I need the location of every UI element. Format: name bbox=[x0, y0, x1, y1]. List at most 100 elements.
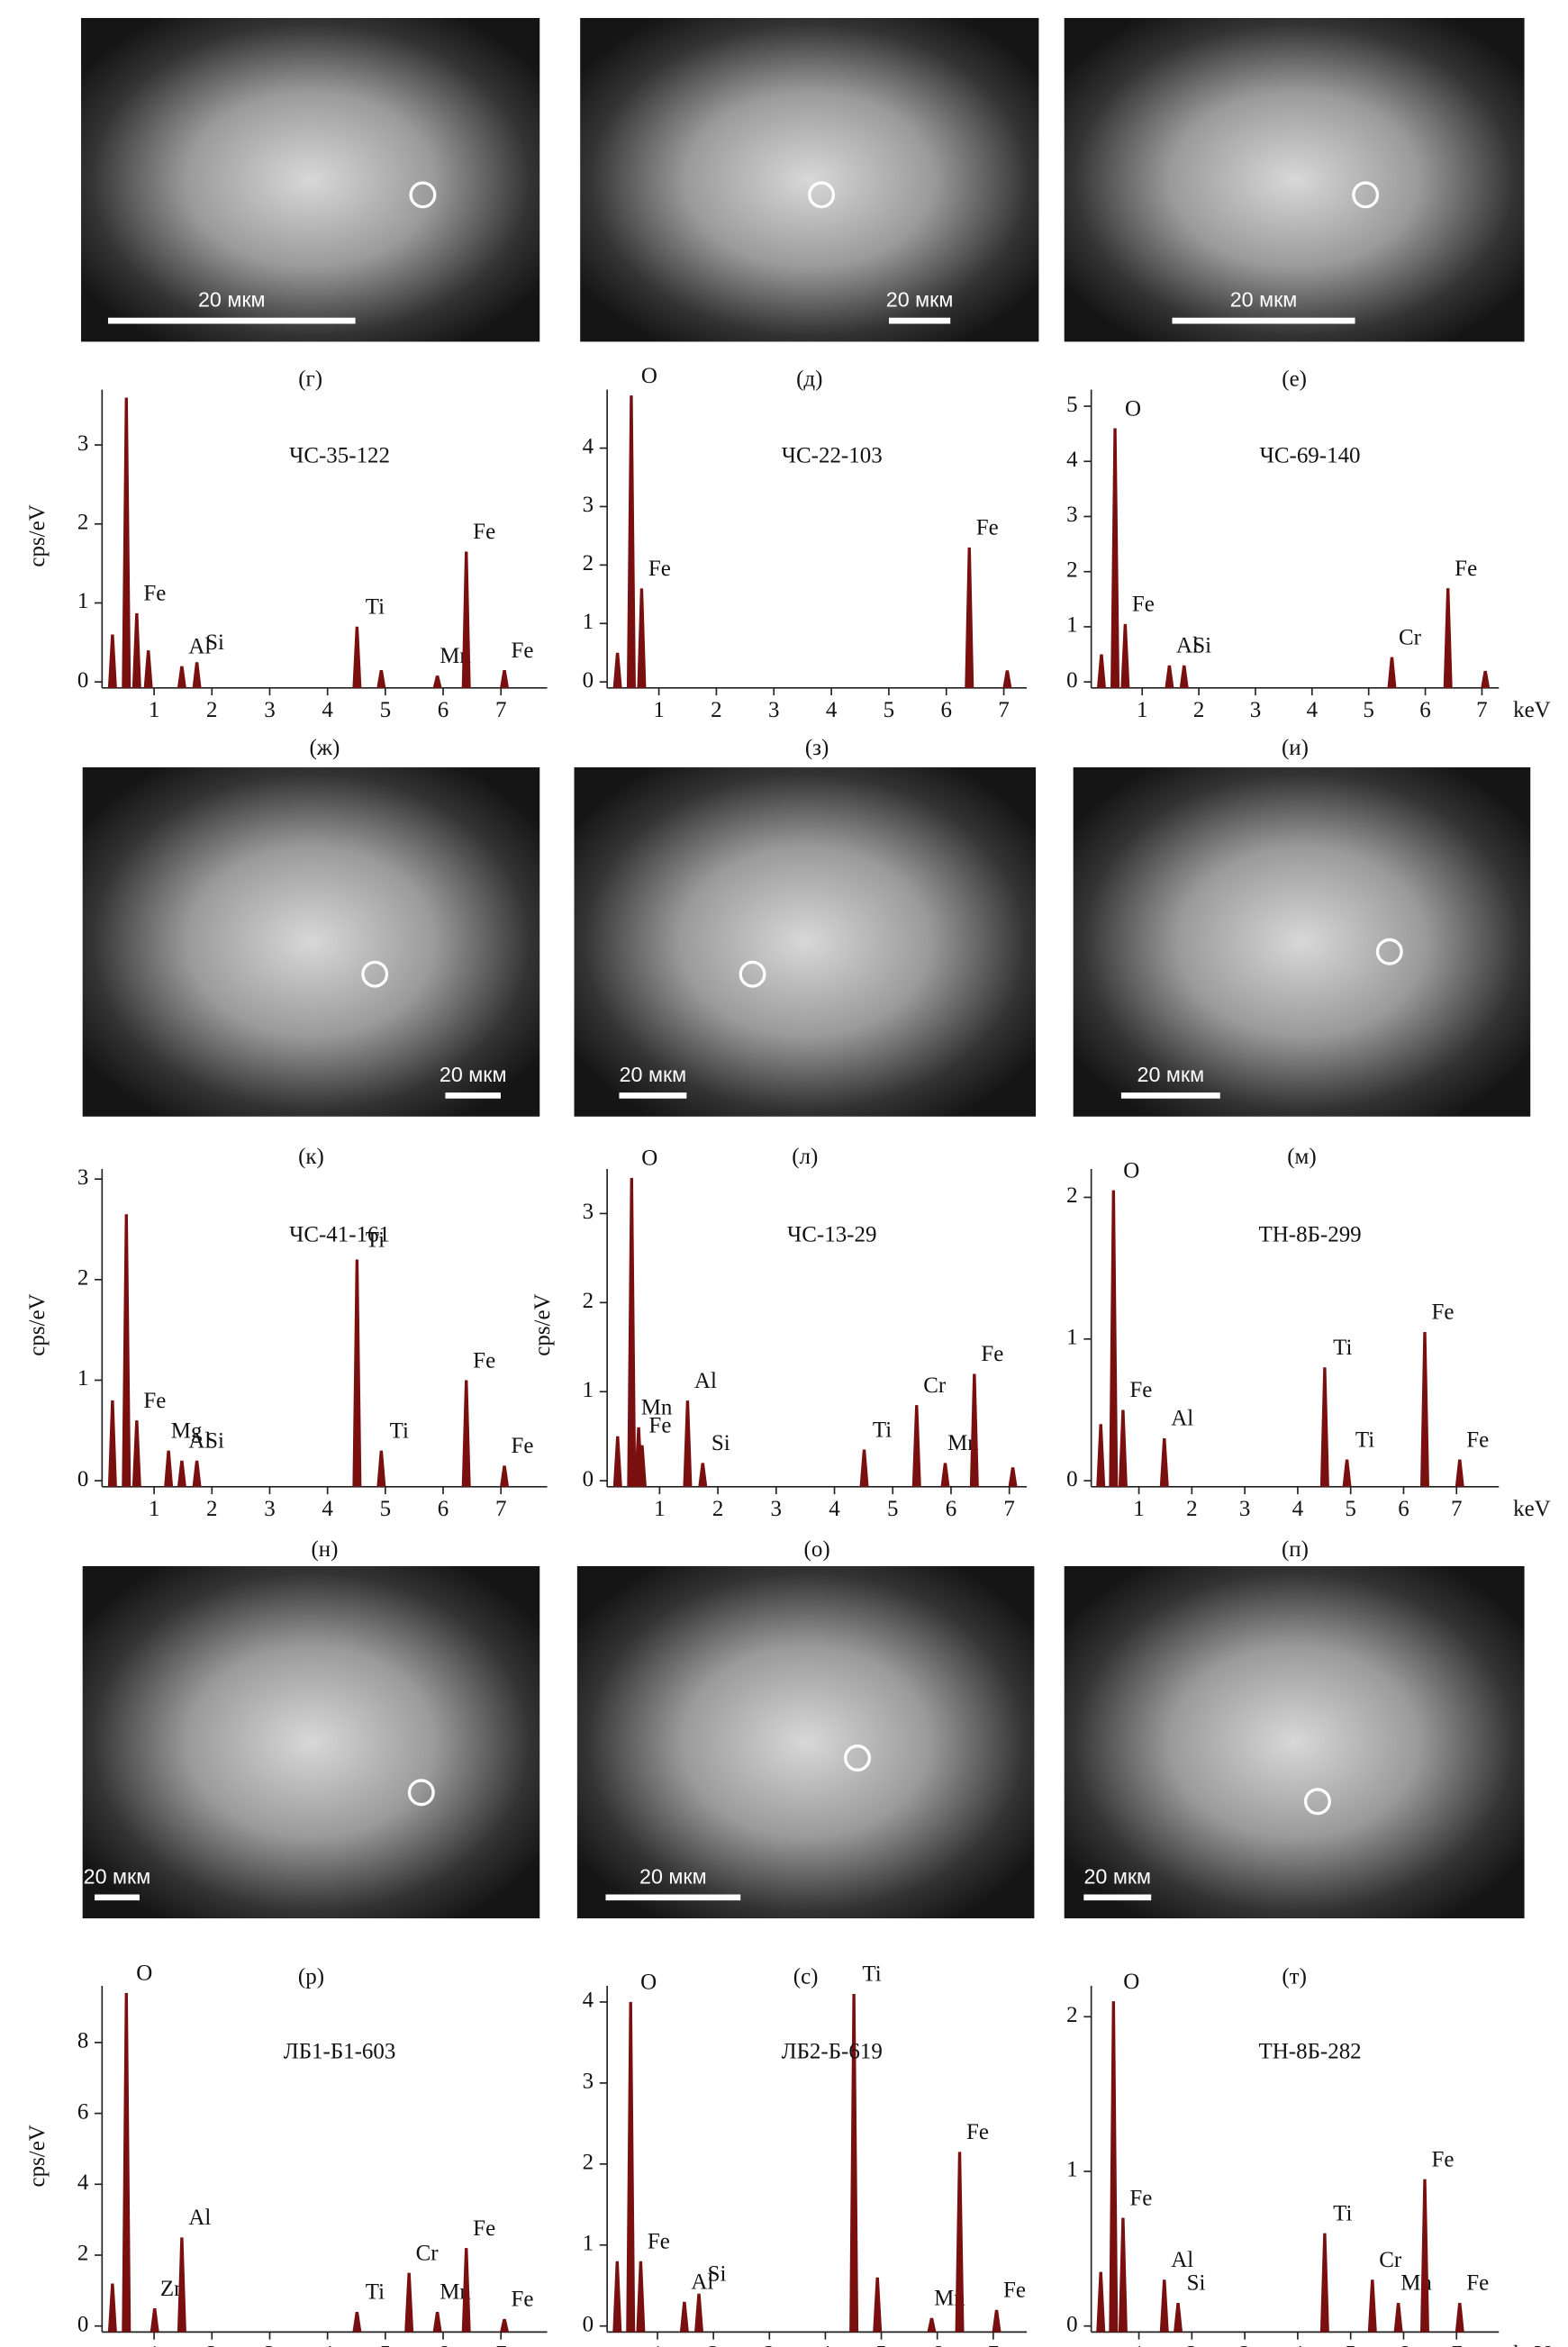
peak bbox=[1319, 1367, 1329, 1487]
x-axis-label: keV bbox=[1513, 1497, 1551, 1521]
chart-title: ЧС-13-29 bbox=[787, 1223, 876, 1247]
y-tick-label: 1 bbox=[77, 589, 88, 613]
x-tick-label: 1 bbox=[149, 698, 159, 722]
x-tick-label: 1 bbox=[149, 1497, 159, 1521]
panel-label: (о) bbox=[804, 1537, 830, 1562]
y-tick-label: 4 bbox=[583, 1989, 594, 2013]
peak-label: Fe bbox=[512, 2288, 534, 2312]
peak-label: Cr bbox=[1399, 625, 1422, 649]
x-tick-label: 5 bbox=[875, 2342, 886, 2347]
panel-label: (д) bbox=[796, 367, 822, 391]
peak-label: Si bbox=[205, 630, 224, 655]
probe-circle bbox=[844, 1744, 872, 1772]
x-tick-label: 2 bbox=[206, 2342, 217, 2347]
peak bbox=[1096, 654, 1106, 688]
x-tick-label: 5 bbox=[887, 1497, 898, 1521]
scale-label: 20 мкм bbox=[198, 288, 266, 312]
x-tick-label: 7 bbox=[1003, 1497, 1014, 1521]
y-tick-label: 1 bbox=[1066, 1326, 1077, 1350]
x-tick-label: 5 bbox=[1345, 2342, 1355, 2347]
x-tick-label: 6 bbox=[946, 1497, 956, 1521]
peak-label: O bbox=[641, 364, 657, 388]
peak bbox=[1367, 2279, 1377, 2333]
y-tick-label: 2 bbox=[583, 551, 594, 575]
peak bbox=[1165, 665, 1174, 688]
x-tick-label: 4 bbox=[826, 698, 838, 722]
peak-label: Fe bbox=[1129, 1378, 1152, 1402]
peak bbox=[612, 652, 622, 688]
peak-label: O bbox=[1123, 1158, 1139, 1183]
peak bbox=[107, 634, 117, 688]
peak-label: Fe bbox=[473, 520, 495, 544]
y-tick-label: 6 bbox=[77, 2099, 88, 2124]
peak bbox=[1096, 2271, 1106, 2333]
x-tick-label: 3 bbox=[264, 2342, 275, 2347]
peak-label: Ti bbox=[1333, 2201, 1352, 2225]
peak bbox=[1419, 1331, 1429, 1487]
chart-title: ЛБ1-Б1-603 bbox=[284, 2040, 396, 2064]
peak-label: Ti bbox=[366, 595, 385, 620]
x-tick-label: 2 bbox=[206, 698, 217, 722]
peak bbox=[992, 2309, 1002, 2333]
peak bbox=[1174, 2302, 1183, 2333]
peak bbox=[376, 670, 386, 688]
chart-title: ЧС-69-140 bbox=[1260, 443, 1361, 467]
x-tick-label: 1 bbox=[1133, 2342, 1144, 2347]
x-tick-label: 7 bbox=[998, 698, 1009, 722]
y-tick-label: 2 bbox=[77, 2242, 88, 2266]
peak-label: Si bbox=[205, 1429, 224, 1454]
x-tick-label: 4 bbox=[1292, 2342, 1304, 2347]
x-tick-label: 3 bbox=[1239, 2342, 1250, 2347]
x-tick-label: 4 bbox=[322, 698, 333, 722]
y-tick-label: 3 bbox=[77, 431, 88, 456]
peak-label: Ti bbox=[1355, 1427, 1374, 1452]
panel-label: (н) bbox=[311, 1537, 338, 1562]
sem-image bbox=[81, 17, 540, 342]
peak bbox=[122, 1214, 131, 1487]
sem-image bbox=[574, 767, 1037, 1117]
peak bbox=[376, 1450, 386, 1487]
x-tick-label: 5 bbox=[380, 698, 391, 722]
peak-label: Fe bbox=[1466, 1427, 1489, 1452]
x-tick-label: 3 bbox=[771, 1497, 782, 1521]
y-tick-label: 2 bbox=[1066, 2003, 1077, 2027]
peak bbox=[1443, 588, 1453, 688]
x-tick-label: 1 bbox=[1133, 1497, 1144, 1521]
x-tick-label: 5 bbox=[380, 2342, 391, 2347]
peak bbox=[955, 2152, 965, 2333]
peak-label: Fe bbox=[512, 1434, 534, 1458]
x-tick-label: 3 bbox=[264, 698, 275, 722]
y-tick-label: 5 bbox=[1066, 393, 1077, 417]
y-tick-label: 3 bbox=[583, 1200, 594, 1224]
probe-circle bbox=[407, 1779, 435, 1807]
peak bbox=[192, 1460, 202, 1487]
x-tick-label: 6 bbox=[931, 2342, 942, 2347]
x-tick-label: 7 bbox=[1451, 2342, 1462, 2347]
panel-label: (ж) bbox=[310, 736, 340, 760]
y-tick-label: 2 bbox=[1066, 1183, 1077, 1208]
peak-label: O bbox=[1125, 396, 1141, 421]
peak-label: Mn bbox=[641, 1396, 673, 1420]
peak bbox=[1419, 2179, 1429, 2333]
x-tick-label: 1 bbox=[149, 2342, 159, 2347]
peak-label: Fe bbox=[648, 557, 671, 581]
panel-label: (з) bbox=[805, 736, 829, 760]
y-tick-label: 1 bbox=[583, 1378, 594, 1402]
peak bbox=[122, 1992, 131, 2333]
x-tick-label: 6 bbox=[438, 698, 449, 722]
x-tick-label: 2 bbox=[711, 698, 721, 722]
peak-label: O bbox=[1123, 1970, 1139, 1994]
chart-title: ЛБ2-Б-619 bbox=[782, 2040, 883, 2064]
peak-label: Al bbox=[1176, 634, 1199, 658]
y-tick-label: 0 bbox=[1066, 668, 1077, 693]
probe-circle bbox=[1303, 1788, 1331, 1816]
probe-circle bbox=[1375, 938, 1403, 965]
peak-label: Al bbox=[188, 1429, 211, 1454]
y-tick-label: 3 bbox=[583, 493, 594, 517]
x-tick-label: 7 bbox=[1451, 1497, 1462, 1521]
y-tick-label: 2 bbox=[1066, 557, 1077, 582]
chart-title: ТН-8Б-299 bbox=[1259, 1223, 1362, 1247]
peak-label: Fe bbox=[143, 582, 166, 606]
peak-label: Fe bbox=[1431, 1300, 1454, 1325]
peak-label: Fe bbox=[1455, 557, 1477, 581]
